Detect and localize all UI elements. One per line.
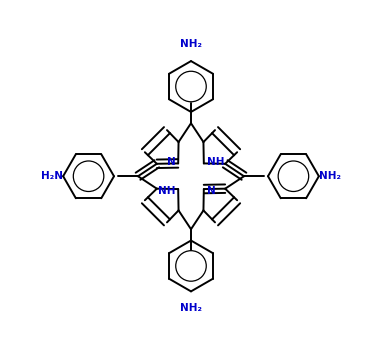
Text: NH₂: NH₂ [180, 39, 202, 49]
Text: N: N [207, 186, 215, 196]
Text: H₂N: H₂N [41, 171, 63, 181]
Text: NH₂: NH₂ [180, 303, 202, 313]
Text: NH₂: NH₂ [319, 171, 341, 181]
Text: NH: NH [158, 186, 175, 196]
Text: N: N [167, 157, 175, 167]
Text: NH: NH [207, 157, 224, 167]
